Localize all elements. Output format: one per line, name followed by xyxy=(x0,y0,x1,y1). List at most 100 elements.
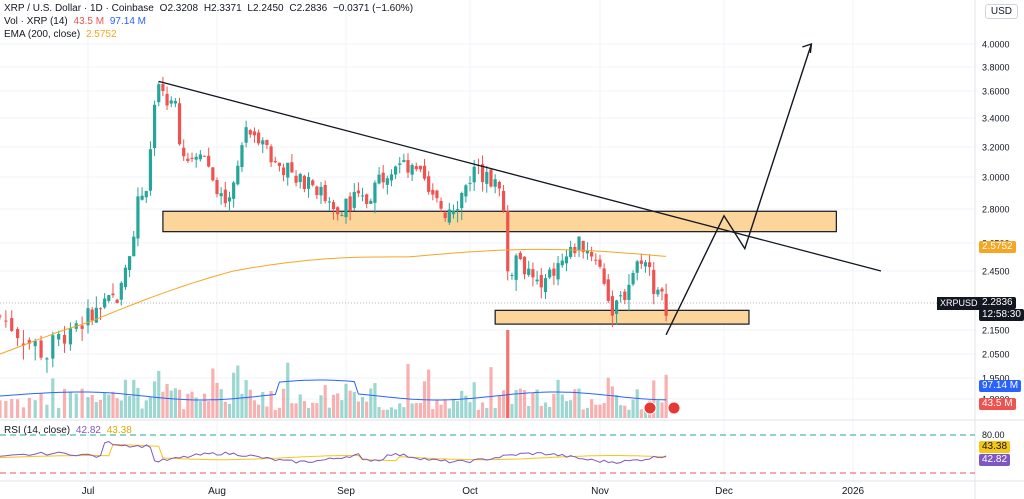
candle-body xyxy=(377,174,381,184)
volume-label[interactable]: Vol · XRP (14) xyxy=(4,16,68,27)
time-tick-label: Oct xyxy=(462,486,478,497)
candle-body xyxy=(190,157,194,159)
volume-bar xyxy=(4,400,8,418)
volume-bar xyxy=(656,400,660,418)
volume-bar xyxy=(74,393,78,418)
time-tick-label: Aug xyxy=(208,486,226,497)
candle-body xyxy=(352,192,356,208)
candle-body xyxy=(652,269,656,294)
candle-body xyxy=(660,288,664,292)
price-tick-label: 3.8000 xyxy=(982,63,1010,73)
volume-bar xyxy=(527,405,531,418)
volume-bar xyxy=(456,401,460,418)
rsi-label[interactable]: RSI (14, close) xyxy=(4,425,71,436)
countdown-tag: 12:58:30 xyxy=(979,309,1024,321)
candle-body xyxy=(564,256,569,264)
candle-body xyxy=(402,160,406,163)
volume-bar xyxy=(531,392,535,418)
volume-bar xyxy=(252,400,257,418)
candle-body xyxy=(57,333,61,340)
candle-body xyxy=(115,299,119,304)
candle-body xyxy=(103,298,107,308)
price-tick-label: 3.6000 xyxy=(982,87,1010,97)
ema-label[interactable]: EMA (200, close) xyxy=(4,29,81,40)
high-value: 2.3371 xyxy=(211,3,242,14)
candle-body xyxy=(132,236,136,257)
candle-body xyxy=(348,196,352,211)
candle-body xyxy=(356,190,360,194)
candle-body xyxy=(227,197,232,202)
candle-body xyxy=(261,140,265,145)
candle-body xyxy=(552,268,556,276)
ema-value: 2.5752 xyxy=(85,29,117,40)
candle-body xyxy=(464,185,468,197)
volume-bar xyxy=(227,403,232,418)
volume-bar xyxy=(539,405,543,418)
volume-bar xyxy=(16,399,20,418)
volume-bar xyxy=(643,407,648,418)
candle-body xyxy=(510,274,514,276)
volume-bar xyxy=(418,403,422,418)
candle-body xyxy=(389,174,394,181)
price-tick-label: 2.1500 xyxy=(982,326,1010,336)
candle-body xyxy=(152,104,157,148)
candle-body xyxy=(610,296,614,316)
symbol-title[interactable]: XRP / U.S. Dollar · 1D · Coinbase xyxy=(4,3,154,14)
volume-bar xyxy=(90,394,94,418)
candle-body xyxy=(598,259,602,267)
price-tick-label: 2.0500 xyxy=(982,350,1010,360)
candle-body xyxy=(398,163,402,165)
candle-body xyxy=(273,161,277,163)
ema-price-tag: 2.5752 xyxy=(979,241,1016,253)
volume-bar xyxy=(439,404,443,418)
time-tick-label: Nov xyxy=(591,486,609,497)
volume-bar xyxy=(319,395,323,418)
candle-body xyxy=(148,149,153,191)
candle-body xyxy=(585,250,590,254)
candle-body xyxy=(606,279,610,301)
candle-body xyxy=(165,93,169,106)
volume-bar xyxy=(111,391,115,418)
candle-body xyxy=(298,173,302,183)
volume-bar xyxy=(290,403,294,418)
candle-body xyxy=(223,189,227,204)
volume-bar xyxy=(207,401,211,418)
time-axis[interactable]: Jul Aug Sep Oct Nov Dec 2026 xyxy=(82,486,865,497)
currency-button[interactable]: USD xyxy=(984,4,1018,19)
candle-body xyxy=(269,146,273,163)
volume-bar xyxy=(115,398,119,418)
legend-row-ema: EMA (200, close) 2.5752 xyxy=(4,29,120,41)
candle-body xyxy=(664,293,668,316)
volume-bar xyxy=(273,409,277,418)
volume-bar xyxy=(240,393,244,418)
volume-bar xyxy=(51,378,55,418)
candle-body xyxy=(27,340,31,344)
candle-body xyxy=(522,256,527,275)
volume-bar xyxy=(556,379,560,418)
volume-bar xyxy=(476,409,480,418)
volume-bar xyxy=(564,401,569,418)
candle-body xyxy=(506,210,510,272)
candle-body xyxy=(581,240,585,252)
volume-bar xyxy=(140,408,144,418)
volume-bar xyxy=(177,389,182,418)
volume-bar xyxy=(173,388,177,418)
candle-body xyxy=(602,268,606,284)
volume-bar xyxy=(277,407,282,418)
candle-body xyxy=(136,196,140,239)
volume-bar xyxy=(451,398,456,418)
volume-bar xyxy=(472,382,476,418)
rsi-pane xyxy=(0,434,975,474)
volume-bar xyxy=(306,408,311,418)
candle-body xyxy=(385,178,389,185)
volume-bar xyxy=(381,409,385,418)
volume-bar xyxy=(552,393,556,418)
volume-bar xyxy=(360,397,365,418)
volume-bar xyxy=(560,394,564,418)
volume-bar xyxy=(86,397,90,418)
candle-body xyxy=(33,341,37,347)
candle-body xyxy=(631,272,635,285)
volume-bar xyxy=(182,409,186,418)
